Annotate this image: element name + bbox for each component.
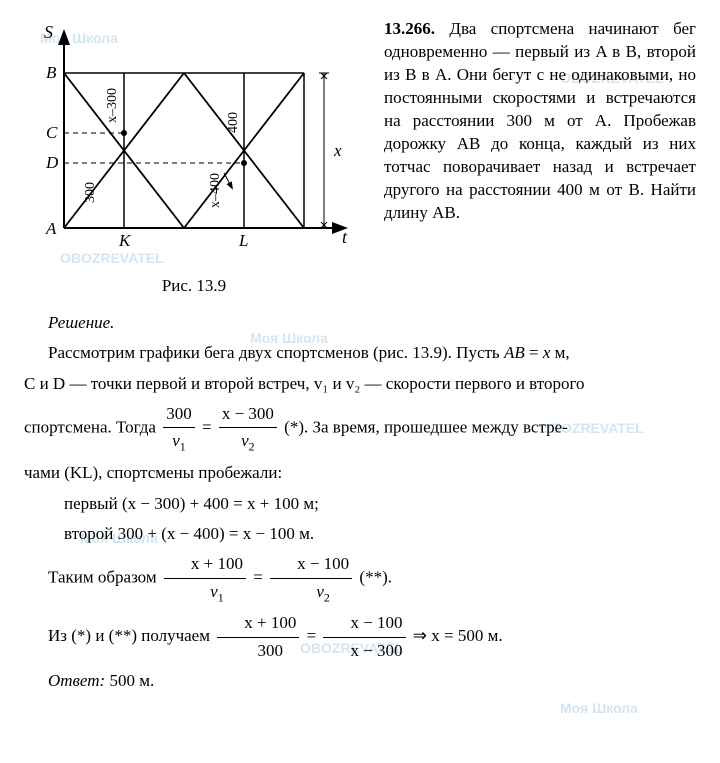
- svg-text:300: 300: [83, 182, 98, 203]
- solution-block: Решение. Рассмотрим графики бега двух сп…: [24, 310, 696, 694]
- svg-text:D: D: [45, 153, 59, 172]
- figure-caption: Рис. 13.9: [24, 276, 364, 296]
- svg-text:A: A: [45, 219, 57, 238]
- solution-line-4: чами (KL), спортсмены пробежали:: [24, 460, 696, 486]
- solution-line-3: спортсмена. Тогда 300v1 = x − 300v2 (*).…: [24, 401, 696, 456]
- answer-line: Ответ: 500 м.: [24, 668, 696, 694]
- second-runner-line: второй 300 + (x − 400) = x − 100 м.: [24, 521, 696, 547]
- figure-svg: S t A B C D K L: [24, 18, 364, 268]
- solution-heading: Решение.: [48, 313, 114, 332]
- svg-text:x: x: [333, 141, 342, 160]
- problem-body: Два спортсмена начинают бег одновременно…: [384, 19, 696, 222]
- solution-line-1: Рассмотрим графики бега двух спортсменов…: [24, 340, 696, 366]
- svg-text:B: B: [46, 63, 57, 82]
- svg-text:400: 400: [226, 112, 241, 133]
- svg-text:C: C: [46, 123, 58, 142]
- svg-text:x–300: x–300: [105, 88, 120, 123]
- svg-text:K: K: [118, 231, 132, 250]
- combine-line: Из (*) и (**) получаем x + 100300 = x − …: [24, 610, 696, 664]
- solution-line-2: C и D — точки первой и второй встреч, v₁…: [24, 371, 696, 397]
- problem-text: 13.266. Два спортсмена начинают бег одно…: [384, 18, 696, 296]
- axis-s-label: S: [44, 22, 53, 42]
- problem-number: 13.266.: [384, 19, 435, 38]
- first-runner-line: первый (x − 300) + 400 = x + 100 м;: [24, 491, 696, 517]
- axis-t-label: t: [342, 227, 348, 247]
- svg-text:x–400: x–400: [208, 173, 223, 208]
- svg-text:L: L: [238, 231, 248, 250]
- figure-container: S t A B C D K L: [24, 18, 364, 296]
- thus-line: Таким образом x + 100v1 = x − 100v2 (**)…: [24, 551, 696, 606]
